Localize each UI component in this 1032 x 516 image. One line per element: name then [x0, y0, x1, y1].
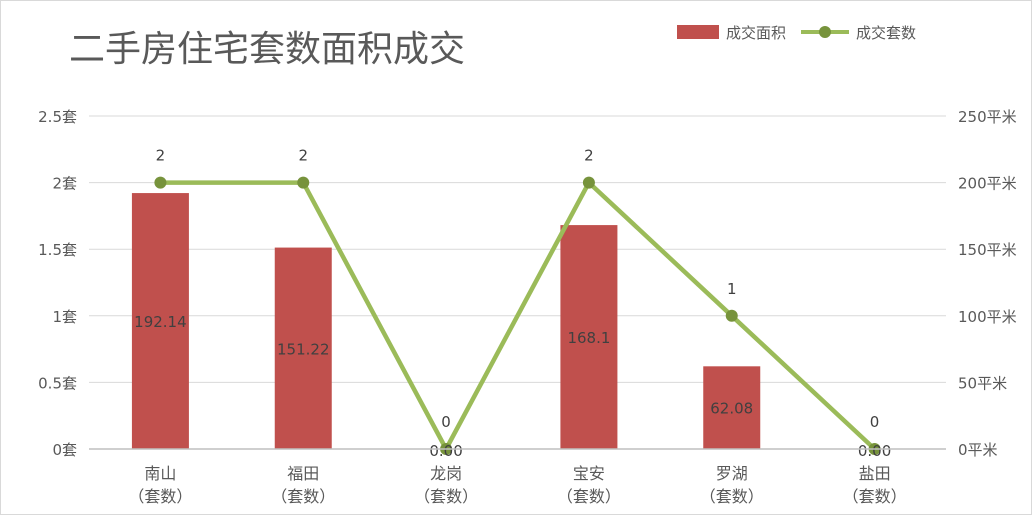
- x-tick-label: 罗湖: [716, 464, 748, 483]
- y-left-tick-label: 2.5套: [38, 108, 77, 126]
- line-point: [725, 309, 738, 322]
- series-line: [160, 180, 877, 452]
- gridlines: [89, 115, 946, 383]
- legend-label-area: 成交面积: [726, 24, 786, 42]
- axes: 0套 0.5套 1套 1.5套 2套 2.5套 0平米 50平米 100平米 150平米 200平米…: [38, 108, 1017, 506]
- y-right-tick-label: 100平米: [958, 308, 1017, 326]
- line-point: [582, 176, 595, 189]
- chart-title: 二手房住宅套数面积成交: [69, 29, 465, 70]
- bar-value-label: 192.14: [134, 313, 187, 331]
- bar: [703, 366, 761, 449]
- x-tick-label: （套数）: [557, 487, 621, 506]
- y-right-tick-label: 0平米: [958, 441, 998, 459]
- y-left-tick-label: 1套: [52, 308, 77, 326]
- line-value-label: 2: [298, 147, 308, 165]
- legend-label-count: 成交套数: [856, 24, 916, 42]
- bar-value-label: 168.1: [567, 329, 610, 347]
- x-tick-label: 南山: [144, 464, 176, 483]
- line-value-label: 2: [584, 147, 594, 165]
- x-tick-label: （套数）: [414, 487, 478, 506]
- line-series: [154, 176, 881, 455]
- y-left-tick-label: 0.5套: [38, 374, 77, 392]
- bar-value-label: 0.00: [858, 442, 891, 460]
- x-tick-label: （套数）: [700, 487, 764, 506]
- line-value-label: 0: [441, 413, 451, 431]
- bar: [131, 193, 189, 449]
- bar-value-label: 0.00: [429, 442, 462, 460]
- x-tick-label: 盐田: [859, 464, 891, 483]
- x-tick-label: 龙岗: [430, 464, 462, 483]
- x-tick-label: （套数）: [271, 487, 335, 506]
- bar: [560, 225, 618, 449]
- line-value-label: 2: [156, 147, 166, 165]
- line-value-label: 1: [727, 280, 737, 298]
- bar-value-label: 151.22: [277, 340, 330, 358]
- line-point: [154, 176, 167, 189]
- data-labels: 192.14 151.22 0.00 168.1 62.08 0.00 2 2 0 2 1 0: [134, 147, 891, 460]
- y-right-tick-label: 250平米: [958, 108, 1017, 126]
- y-right-tick-label: 50平米: [958, 374, 1007, 392]
- y-right-tick-label: 200平米: [958, 175, 1017, 193]
- y-left-tick-label: 0套: [52, 441, 77, 459]
- legend: 成交面积 成交套数: [677, 24, 916, 42]
- y-left-tick-label: 1.5套: [38, 241, 77, 259]
- bar-series: [131, 193, 761, 449]
- x-tick-label: （套数）: [128, 487, 192, 506]
- x-tick-label: （套数）: [843, 487, 907, 506]
- legend-marker-count: [819, 26, 831, 38]
- y-left-tick-label: 2套: [52, 175, 77, 193]
- bar-value-label: 62.08: [710, 400, 753, 418]
- x-tick-label: 福田: [287, 464, 319, 483]
- x-tick-label: 宝安: [573, 464, 605, 483]
- legend-swatch-area: [677, 25, 719, 39]
- bar: [274, 247, 332, 449]
- line-point: [297, 176, 310, 189]
- y-right-tick-label: 150平米: [958, 241, 1017, 259]
- line-value-label: 0: [870, 413, 880, 431]
